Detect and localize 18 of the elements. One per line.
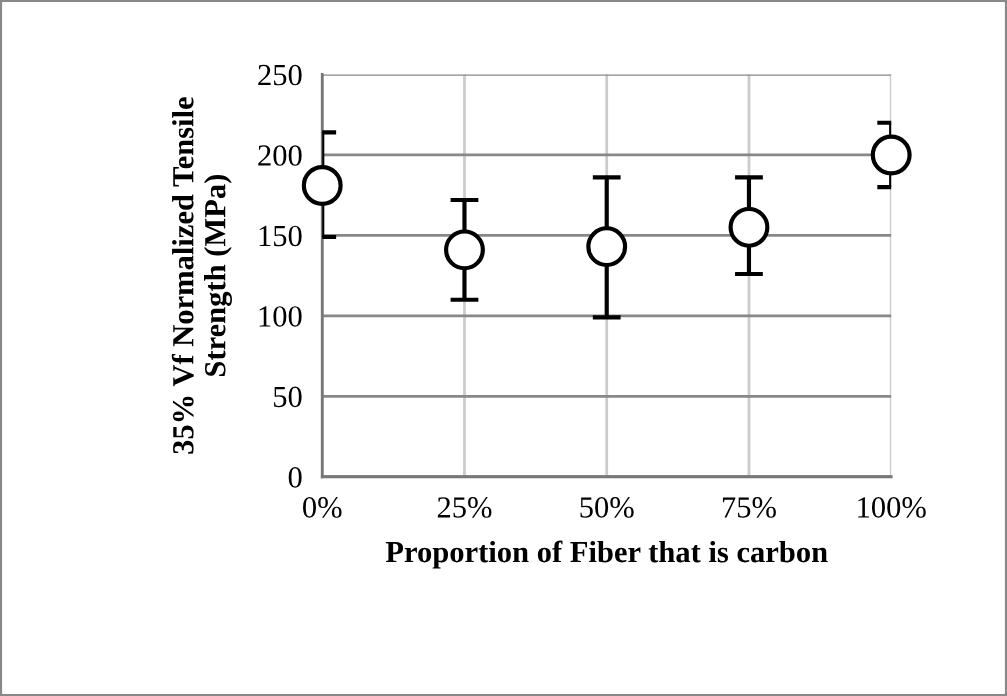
x-tick-label: 25% — [437, 497, 492, 518]
point — [586, 226, 628, 268]
x-tick-label: 75% — [722, 497, 776, 518]
y-tick-label: 0 — [288, 467, 302, 488]
point — [728, 206, 770, 248]
point — [870, 134, 912, 176]
point — [301, 165, 343, 206]
y-tick-label: 250 — [258, 64, 302, 86]
point — [444, 229, 485, 271]
x-axis-title: Proportion of Fiber that is carbon — [385, 540, 828, 569]
y-axis-title: 35% Vf Normalized Tensile Strength (MPa) — [171, 97, 232, 454]
x-tick-label: 0% — [303, 497, 342, 518]
y-tick-label: 100 — [259, 306, 302, 327]
x-tick-label: 100% — [858, 497, 926, 518]
y-tick-label: 200 — [258, 145, 302, 166]
y-tick-label: 50 — [274, 386, 302, 408]
y-tick-label: 150 — [259, 225, 302, 247]
x-tick-label: 50% — [580, 497, 634, 518]
